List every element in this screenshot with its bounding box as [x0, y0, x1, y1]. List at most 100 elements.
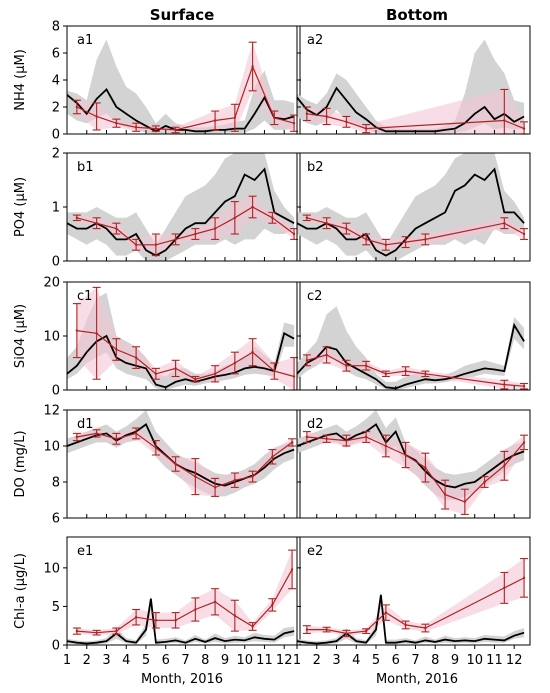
- data-point: [233, 216, 237, 219]
- panel-b1: b1 0 1 2 PO4 (μM): [13, 147, 301, 270]
- data-point: [463, 500, 467, 503]
- x-tick-label: 11: [486, 653, 503, 668]
- x-axis-label-left: Month, 2016: [141, 672, 223, 687]
- data-point: [134, 432, 138, 435]
- data-point: [522, 441, 526, 444]
- panel-label: c1: [77, 289, 92, 304]
- y-tick-label: 10: [43, 330, 60, 345]
- data-point: [364, 629, 368, 633]
- data-point: [154, 243, 158, 246]
- y-axis-label: DO (mg/L): [13, 430, 28, 497]
- data-point: [292, 375, 296, 378]
- model-line: [296, 167, 525, 257]
- data-point: [325, 437, 328, 440]
- panel-label: d1: [77, 417, 94, 432]
- data-point: [305, 112, 309, 115]
- data-point: [95, 332, 98, 335]
- x-tick-label: 9: [221, 653, 229, 668]
- data-point: [174, 238, 177, 241]
- data-point: [194, 232, 197, 236]
- data-point: [233, 614, 237, 617]
- data-point: [233, 479, 237, 482]
- x-tick-label: 1: [63, 653, 71, 668]
- y-tick-label: 6: [52, 512, 60, 527]
- data-point: [213, 372, 217, 375]
- data-point: [95, 432, 98, 435]
- observation-line: [76, 432, 293, 489]
- observation-line: [306, 113, 525, 130]
- x-tick-label: 11: [256, 653, 273, 668]
- data-point: [154, 619, 158, 622]
- observation-shading: [76, 287, 295, 390]
- data-point: [364, 127, 368, 130]
- data-point: [115, 348, 118, 351]
- observation-shading: [306, 346, 525, 389]
- x-tick-label: 10: [466, 653, 483, 668]
- data-point: [364, 238, 368, 241]
- model-uncertainty-band: [297, 591, 525, 645]
- panel-frame: [296, 536, 531, 646]
- model-line: [296, 86, 525, 133]
- y-tick-label: 20: [43, 276, 60, 291]
- data-point: [174, 462, 177, 466]
- data-point: [213, 227, 217, 230]
- model-line: [296, 322, 525, 390]
- data-point: [305, 359, 309, 362]
- data-point: [115, 437, 118, 440]
- panel-c1: c1 0 10 20 SiO4 (μM): [13, 276, 301, 399]
- data-point: [273, 369, 276, 373]
- data-point: [75, 216, 79, 219]
- model-line: [66, 88, 295, 133]
- data-point: [345, 227, 348, 230]
- data-point: [384, 372, 388, 375]
- y-tick-label: 4: [52, 74, 60, 89]
- observation-shading: [306, 431, 525, 515]
- model-uncertainty-band: [67, 39, 295, 134]
- y-axis-label: NH4 (μM): [13, 49, 28, 111]
- y-tick-label: 6: [52, 47, 60, 62]
- panel-label: d2: [307, 417, 324, 432]
- x-tick-label: 5: [142, 653, 150, 668]
- data-point: [213, 486, 217, 489]
- panel-frame: [296, 409, 531, 519]
- panel-label: e2: [307, 544, 323, 559]
- data-point: [305, 216, 309, 219]
- data-point: [174, 128, 177, 132]
- data-point: [503, 464, 506, 467]
- y-tick-label: 1: [52, 201, 60, 216]
- data-point: [154, 372, 158, 375]
- y-tick-label: 0: [52, 639, 60, 654]
- data-point: [134, 126, 138, 129]
- model-line: [66, 167, 295, 257]
- data-point: [292, 232, 296, 236]
- panel-c2: c2: [296, 281, 531, 391]
- data-point: [115, 227, 118, 230]
- y-tick-label: 8: [52, 476, 60, 491]
- column-title-bottom: Bottom: [386, 6, 448, 24]
- data-point: [424, 466, 427, 469]
- y-tick-label: 10: [43, 440, 60, 455]
- y-tick-label: 10: [43, 561, 60, 576]
- data-point: [134, 616, 138, 619]
- x-tick-label: 3: [102, 653, 110, 668]
- panel-frame: [66, 409, 301, 519]
- data-point: [384, 444, 388, 448]
- x-tick-label: 7: [411, 653, 419, 668]
- x-tick-label: 8: [201, 653, 209, 668]
- data-point: [213, 119, 217, 122]
- model-line: [66, 331, 295, 389]
- data-point: [325, 353, 328, 357]
- x-tick-label: 2: [83, 653, 91, 668]
- data-point: [404, 623, 407, 627]
- y-tick-label: 0: [52, 255, 60, 270]
- y-tick-label: 12: [43, 404, 60, 419]
- x-tick-label: 4: [122, 653, 130, 668]
- x-tick-label: 10: [236, 653, 253, 668]
- data-point: [325, 115, 328, 118]
- observation-line: [76, 206, 295, 246]
- data-point: [325, 628, 328, 631]
- data-point: [503, 222, 506, 225]
- x-tick-label: 8: [431, 653, 439, 668]
- y-tick-label: 0: [52, 384, 60, 399]
- y-tick-label: 0: [52, 128, 60, 143]
